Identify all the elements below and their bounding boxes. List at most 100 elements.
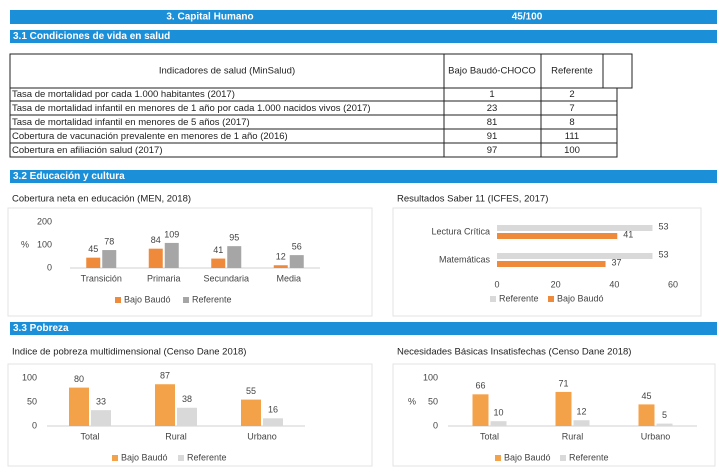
header-bar xyxy=(10,10,717,24)
data-label: 55 xyxy=(246,386,256,396)
legend-swatch xyxy=(178,455,184,461)
data-label: 109 xyxy=(164,229,179,239)
bar xyxy=(573,420,590,426)
table-label: Tasa de mortalidad infantil en menores d… xyxy=(12,117,250,128)
legend-swatch xyxy=(183,297,189,303)
table-label: Tasa de mortalidad infantil en menores d… xyxy=(12,103,371,114)
header-score: 45/100 xyxy=(512,12,543,23)
legend-label: Referente xyxy=(499,293,539,303)
bar xyxy=(497,253,653,259)
x-tick-label: Rural xyxy=(165,431,187,441)
y-tick-label: 100 xyxy=(22,372,37,382)
legend-label: Bajo Baudó xyxy=(121,452,168,462)
data-label: 38 xyxy=(182,394,192,404)
section-bar xyxy=(10,30,717,43)
x-tick-label: 60 xyxy=(668,279,678,289)
bar xyxy=(102,250,117,268)
data-label: 41 xyxy=(623,229,633,239)
bar xyxy=(273,265,288,268)
y-tick-label: Matemáticas xyxy=(439,254,491,264)
legend-swatch xyxy=(548,296,554,302)
bar xyxy=(656,423,673,426)
data-label: 71 xyxy=(558,378,568,388)
x-tick-label: Transición xyxy=(81,273,122,283)
data-label: 78 xyxy=(104,236,114,246)
table-label: Cobertura de vacunación prevalente en me… xyxy=(12,131,288,142)
y-axis-label: % xyxy=(21,239,29,249)
section-bar xyxy=(10,322,717,335)
legend-label: Bajo Baudó xyxy=(504,452,551,462)
table-value: 100 xyxy=(564,145,580,156)
legend-swatch xyxy=(112,455,118,461)
legend-swatch xyxy=(490,296,496,302)
y-tick-label: 50 xyxy=(428,396,438,406)
data-label: 12 xyxy=(276,252,286,262)
data-label: 53 xyxy=(658,221,668,231)
legend-label: Referente xyxy=(187,452,227,462)
table-value: 91 xyxy=(487,131,498,142)
bar xyxy=(69,387,89,426)
bar xyxy=(497,261,606,267)
y-tick-label: 200 xyxy=(37,216,52,226)
data-label: 41 xyxy=(213,245,223,255)
data-label: 16 xyxy=(268,405,278,415)
data-label: 45 xyxy=(641,391,651,401)
table-label: Cobertura en afiliación salud (2017) xyxy=(12,145,163,156)
bar xyxy=(497,233,618,239)
bar xyxy=(164,242,179,268)
data-label: 45 xyxy=(88,244,98,254)
chart-frames xyxy=(7,207,716,467)
chart-title: Necesidades Básicas Insatisfechas (Censo… xyxy=(397,347,631,358)
x-tick-label: 20 xyxy=(551,279,561,289)
bar xyxy=(638,404,655,426)
bar xyxy=(263,418,283,426)
data-label: 5 xyxy=(662,410,667,420)
table-value: 8 xyxy=(569,117,574,128)
data-label: 80 xyxy=(74,374,84,384)
legend-swatch xyxy=(560,455,566,461)
table-value: 1 xyxy=(489,89,494,100)
y-tick-label: Lectura Crítica xyxy=(431,226,490,236)
legend-label: Bajo Baudó xyxy=(124,294,171,304)
legend-label: Referente xyxy=(192,294,232,304)
y-tick-label: 0 xyxy=(433,420,438,430)
data-label: 53 xyxy=(658,249,668,259)
table-label: Tasa de mortalidad por cada 1.000 habita… xyxy=(12,89,235,100)
table-header: Bajo Baudó-CHOCO xyxy=(448,66,536,77)
bar xyxy=(227,246,242,268)
y-axis-label: % xyxy=(408,396,416,406)
bar xyxy=(490,421,507,426)
table-value: 81 xyxy=(487,117,498,128)
x-tick-label: Urbano xyxy=(247,431,277,441)
x-tick-label: 0 xyxy=(494,279,499,289)
header-title: 3. Capital Humano xyxy=(166,12,253,23)
x-tick-label: Media xyxy=(276,273,301,283)
chart-title: Indice de pobreza multidimensional (Cens… xyxy=(12,347,246,358)
bar xyxy=(555,391,572,426)
x-tick-label: Total xyxy=(480,431,499,441)
bar xyxy=(91,410,111,426)
table-header: Referente xyxy=(551,66,593,77)
section-title: 3.2 Educación y cultura xyxy=(13,171,125,182)
x-tick-label: Urbano xyxy=(641,431,671,441)
bar xyxy=(86,257,101,268)
bar xyxy=(148,248,163,268)
table-header: Indicadores de salud (MinSalud) xyxy=(159,66,295,77)
legend-label: Bajo Baudó xyxy=(557,293,604,303)
bar xyxy=(241,399,261,426)
data-label: 87 xyxy=(160,371,170,381)
x-tick-label: Total xyxy=(80,431,99,441)
table-value: 7 xyxy=(569,103,574,114)
y-tick-label: 100 xyxy=(423,372,438,382)
chart-title: Cobertura neta en educación (MEN, 2018) xyxy=(12,194,191,205)
x-tick-label: Primaria xyxy=(147,273,181,283)
legend-label: Referente xyxy=(569,452,609,462)
legend-swatch xyxy=(495,455,501,461)
table-value: 111 xyxy=(565,131,579,142)
data-label: 37 xyxy=(612,257,622,267)
data-label: 66 xyxy=(475,381,485,391)
bar xyxy=(289,255,304,268)
y-tick-label: 0 xyxy=(47,262,52,272)
data-label: 33 xyxy=(96,397,106,407)
